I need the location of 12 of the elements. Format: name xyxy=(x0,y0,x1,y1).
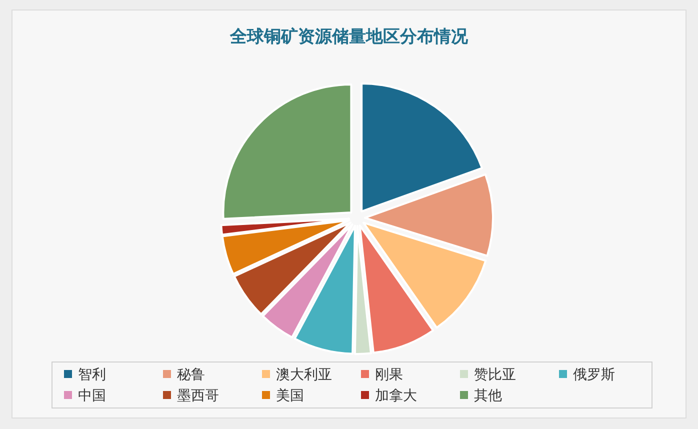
legend-label: 俄罗斯 xyxy=(573,367,615,383)
legend-label: 刚果 xyxy=(375,367,403,383)
legend-label: 美国 xyxy=(276,388,304,404)
legend-label: 智利 xyxy=(78,367,106,383)
legend-label: 加拿大 xyxy=(375,388,417,404)
legend-label: 墨西哥 xyxy=(177,388,219,404)
chart-title: 全球铜矿资源储量地区分布情况 xyxy=(229,27,469,47)
legend-label: 秘鲁 xyxy=(177,367,205,383)
legend-label: 其他 xyxy=(474,388,502,404)
legend-label: 澳大利亚 xyxy=(276,367,332,383)
legend-label: 赞比亚 xyxy=(474,367,516,383)
legend-label: 中国 xyxy=(78,388,106,404)
